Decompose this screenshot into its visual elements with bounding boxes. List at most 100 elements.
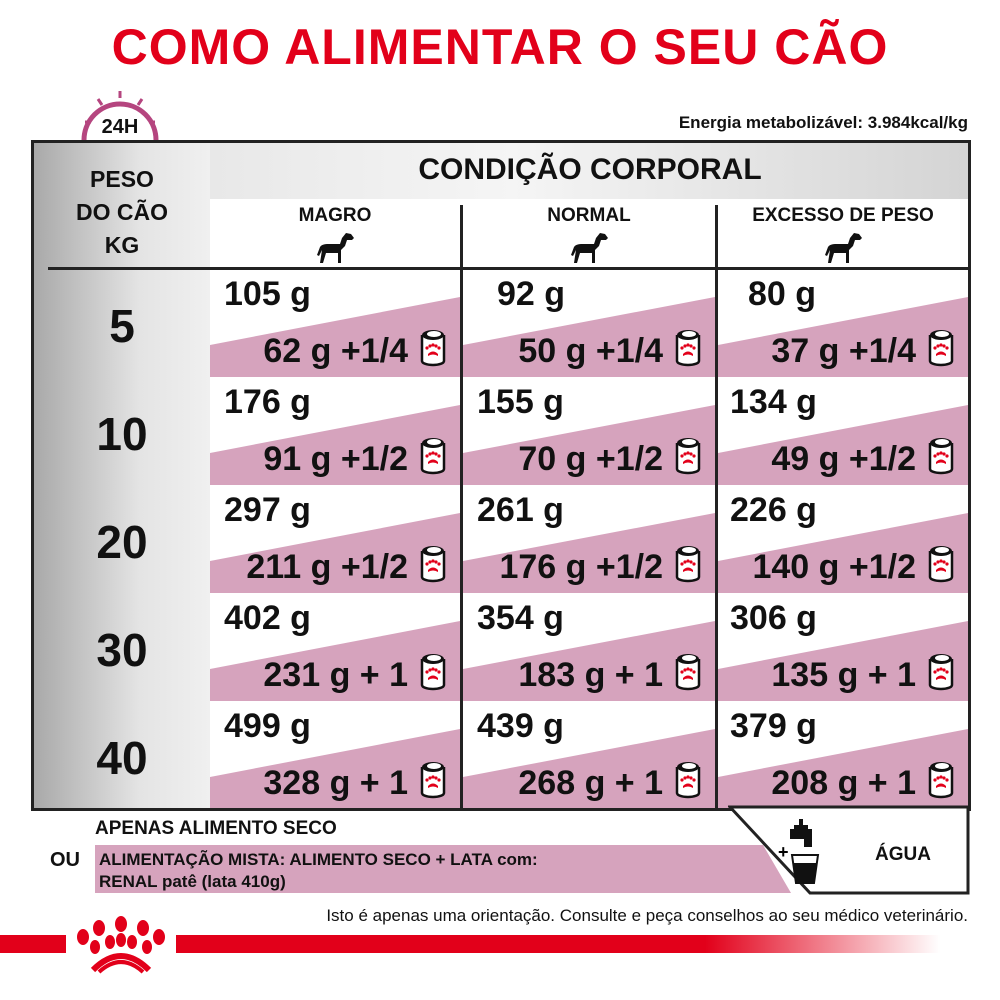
wet-food-can-icon (928, 546, 954, 583)
weight-header: PESO DO CÃO KG (34, 163, 210, 262)
dry-amount: 80 g (748, 275, 817, 313)
condition-header-band (210, 143, 968, 199)
wet-food-can-icon (420, 762, 446, 799)
column-label: EXCESSO DE PESO (752, 205, 934, 226)
mixed-band (718, 621, 968, 701)
mixed-amount: 183 g + 1 (518, 656, 663, 694)
mixed-band (463, 513, 715, 593)
dog-icon (317, 233, 354, 263)
feeding-table: CONDIÇÃO CORPORAL PESO DO CÃO KG MAGRO NO… (31, 140, 971, 811)
feeding-cell: 226 g 140 g +1/2 (718, 485, 968, 593)
clock-label: 24H (102, 116, 139, 138)
dry-amount: 439 g (477, 707, 564, 745)
dry-amount: 134 g (730, 383, 817, 421)
mixed-band (210, 405, 460, 485)
feeding-cell: 105 g 62 g +1/4 (210, 269, 460, 377)
wet-food-can-icon (675, 438, 701, 475)
mixed-band (463, 729, 715, 808)
wet-food-can-icon (675, 546, 701, 583)
feeding-cell: 402 g 231 g + 1 (210, 593, 460, 701)
brand-bar (0, 935, 940, 953)
mixed-band (210, 621, 460, 701)
mixed-amount: 62 g +1/4 (263, 332, 408, 370)
mixed-amount: 49 g +1/2 (771, 440, 916, 478)
water-label: ÁGUA (875, 844, 931, 865)
page-title: COMO ALIMENTAR O SEU CÃO (111, 19, 889, 75)
clock-24h-icon: 24H (81, 91, 159, 141)
mixed-amount: 176 g +1/2 (499, 548, 663, 586)
wet-food-can-icon (675, 762, 701, 799)
wet-food-can-icon (675, 654, 701, 691)
mixed-amount: 91 g +1/2 (263, 440, 408, 478)
mixed-amount: 135 g + 1 (771, 656, 916, 694)
column-label: MAGRO (298, 205, 372, 226)
condition-header: CONDIÇÃO CORPORAL (418, 153, 762, 186)
feeding-cell: 379 g 208 g + 1 (718, 701, 968, 808)
weight-value: 40 (96, 732, 148, 784)
wet-food-can-icon (928, 330, 954, 367)
mixed-band (210, 513, 460, 593)
dry-amount: 306 g (730, 599, 817, 637)
mixed-amount: 231 g + 1 (263, 656, 408, 694)
feeding-cell: 134 g 49 g +1/2 (718, 377, 968, 485)
mixed-band (718, 729, 968, 808)
weight-header-line: DO CÃO (76, 199, 168, 225)
column-header: EXCESSO DE PESO (718, 199, 968, 269)
feeding-cell: 439 g 268 g + 1 (463, 701, 715, 808)
dry-only-label: APENAS ALIMENTO SECO (95, 818, 337, 839)
weight-header-line: KG (104, 232, 140, 258)
weight-column (34, 143, 210, 808)
mixed-amount: 328 g + 1 (263, 764, 408, 802)
weight-value: 20 (96, 516, 148, 568)
mixed-band (210, 297, 460, 377)
dry-amount: 354 g (477, 599, 564, 637)
mixed-band (718, 297, 968, 377)
mixed-amount: 37 g +1/4 (771, 332, 916, 370)
dry-amount: 155 g (477, 383, 564, 421)
wet-food-can-icon (928, 762, 954, 799)
wet-food-can-icon (420, 546, 446, 583)
dry-amount: 92 g (497, 275, 566, 313)
mixed-feeding-label: ALIMENTAÇÃO MISTA: ALIMENTO SECO + LATA … (99, 849, 538, 893)
or-label: OU (50, 849, 80, 871)
wet-food-can-icon (420, 330, 446, 367)
feeding-cell: 176 g 91 g +1/2 (210, 377, 460, 485)
energy-info: Energia metabolizável: 3.984kcal/kg (678, 113, 968, 132)
weight-header-line: PESO (90, 166, 154, 192)
column-divider (715, 205, 718, 808)
column-header: NORMAL (463, 199, 715, 269)
mixed-band (718, 513, 968, 593)
water-tap-icon (790, 819, 820, 884)
dry-amount: 499 g (224, 707, 311, 745)
column-header: MAGRO (210, 199, 460, 269)
mixed-amount: 50 g +1/4 (518, 332, 663, 370)
mixed-band (718, 405, 968, 485)
feeding-cell: 297 g 211 g +1/2 (210, 485, 460, 593)
wet-food-can-icon (928, 654, 954, 691)
dry-amount: 261 g (477, 491, 564, 529)
header-divider (48, 267, 968, 270)
mixed-amount: 268 g + 1 (518, 764, 663, 802)
water-box: + (728, 805, 970, 895)
mixed-band (463, 621, 715, 701)
dog-icon (825, 233, 862, 263)
feeding-cell: 306 g 135 g + 1 (718, 593, 968, 701)
mixed-amount: 211 g +1/2 (246, 548, 408, 586)
wet-food-can-icon (928, 438, 954, 475)
mixed-amount: 70 g +1/2 (518, 440, 663, 478)
dry-amount: 379 g (730, 707, 817, 745)
column-label: NORMAL (547, 205, 631, 226)
wet-food-can-icon (675, 330, 701, 367)
feeding-cell: 80 g 37 g +1/4 (718, 269, 968, 377)
mixed-line-1: ALIMENTAÇÃO MISTA: ALIMENTO SECO + LATA … (99, 850, 538, 869)
weight-value: 30 (96, 624, 148, 676)
mixed-band (210, 729, 460, 808)
dry-amount: 402 g (224, 599, 311, 637)
column-divider (460, 205, 463, 808)
feeding-cell: 499 g 328 g + 1 (210, 701, 460, 808)
mixed-band (463, 297, 715, 377)
disclaimer: Isto é apenas uma orientação. Consulte e… (326, 906, 968, 925)
mixed-feeding-band (95, 845, 791, 893)
mixed-line-2: RENAL patê (lata 410g) (99, 872, 286, 891)
feeding-cell: 155 g 70 g +1/2 (463, 377, 715, 485)
